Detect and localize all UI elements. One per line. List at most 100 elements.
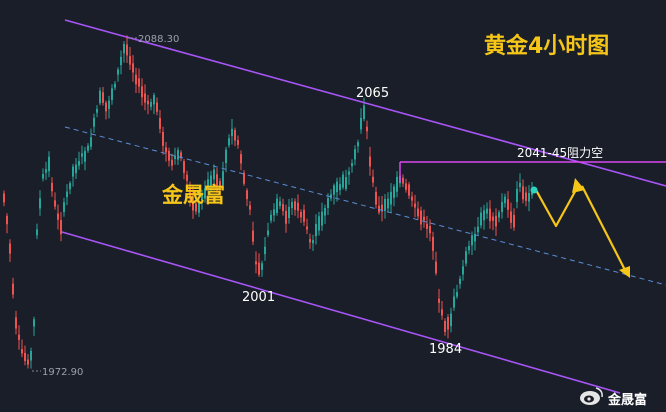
candle-body-79 <box>240 154 242 164</box>
candle-body-176 <box>531 191 533 196</box>
weibo-icon <box>580 387 603 405</box>
candle-body-77 <box>234 130 236 141</box>
candle-body-83 <box>252 230 254 242</box>
candle-body-55 <box>168 150 170 161</box>
candle-body-153 <box>462 266 464 275</box>
candle-body-7 <box>24 353 26 361</box>
footer-brand: 金晟富 <box>580 387 647 408</box>
candle-body-65 <box>198 201 200 213</box>
candle-body-119 <box>360 117 362 130</box>
candle-body-114 <box>345 177 347 190</box>
candle-body-5 <box>18 334 20 340</box>
candle-body-45 <box>138 78 140 87</box>
candle-body-60 <box>183 161 185 173</box>
candle-body-35 <box>108 100 110 109</box>
candle-body-155 <box>468 245 470 251</box>
candle-body-88 <box>267 230 269 236</box>
candle-body-127 <box>384 198 386 211</box>
candle-body-149 <box>450 313 452 327</box>
chart-title: 黄金4小时图 <box>484 33 609 59</box>
resistance-zone-label: 2041-45阻力空 <box>517 146 603 160</box>
candle-body-97 <box>294 201 296 210</box>
candle-body-130 <box>393 186 395 198</box>
forecast-arrowhead-up <box>572 178 585 193</box>
low-price-label: 1972.90 <box>42 367 83 378</box>
candle-body-140 <box>423 216 425 221</box>
candle-body-146 <box>441 309 443 316</box>
candle-body-57 <box>174 155 176 159</box>
candle-body-166 <box>501 202 503 213</box>
candle-body-162 <box>489 208 491 222</box>
candle-body-116 <box>351 163 353 167</box>
candle-body-39 <box>120 56 122 66</box>
candle-body-167 <box>504 196 506 204</box>
candle-body-118 <box>357 142 359 147</box>
candle-body-76 <box>231 128 233 136</box>
candle-body-131 <box>396 176 398 192</box>
candle-body-99 <box>300 212 302 218</box>
watermark: 金晟富 <box>161 183 225 207</box>
candle-body-133 <box>402 177 404 184</box>
candle-body-129 <box>390 191 392 205</box>
candle-body-96 <box>291 202 293 208</box>
candle-body-105 <box>318 216 320 231</box>
candle-body-71 <box>216 174 218 187</box>
candle-body-62 <box>189 188 191 198</box>
candle-body-91 <box>276 198 278 213</box>
candle-body-154 <box>465 251 467 264</box>
candle-body-100 <box>303 209 305 222</box>
forecast-path-1 <box>535 187 578 228</box>
candle-body-92 <box>279 201 281 207</box>
candle-body-12 <box>39 198 41 209</box>
candle-body-30 <box>93 117 95 127</box>
candle-body-54 <box>165 147 167 153</box>
candle-body-21 <box>66 191 68 198</box>
forecast-arrows <box>535 185 627 273</box>
candle-body-36 <box>111 88 113 100</box>
candle-body-150 <box>453 296 455 308</box>
candle-body-103 <box>312 240 314 244</box>
candle-body-22 <box>69 183 71 190</box>
candle-body-46 <box>141 86 143 98</box>
candle-body-142 <box>429 226 431 234</box>
candle-body-3 <box>12 283 14 295</box>
candle-body-151 <box>456 292 458 297</box>
candle-body-29 <box>90 137 92 147</box>
candle-body-158 <box>477 226 479 233</box>
candle-body-74 <box>225 149 227 163</box>
candle-body-63 <box>192 196 194 211</box>
candle-body-59 <box>180 152 182 159</box>
candle-body-172 <box>519 182 521 188</box>
current-price-dot <box>530 186 538 194</box>
candle-body-120 <box>363 105 365 119</box>
candle-body-145 <box>438 298 440 303</box>
candle-body-148 <box>447 317 449 330</box>
candle-body-171 <box>516 188 518 202</box>
candle-body-159 <box>480 212 482 226</box>
level-2065-label: 2065 <box>356 86 389 101</box>
candle-body-64 <box>195 203 197 212</box>
candle-body-4 <box>15 317 17 329</box>
candle-body-38 <box>117 69 119 75</box>
candle-body-126 <box>381 204 383 212</box>
candle-body-163 <box>492 216 494 221</box>
candle-body-143 <box>432 236 434 251</box>
candle-body-156 <box>471 235 473 246</box>
candle-body-68 <box>207 179 209 190</box>
candle-body-161 <box>486 208 488 214</box>
candle-body-31 <box>96 108 98 113</box>
level-1984-label: 1984 <box>429 342 462 357</box>
candle-body-165 <box>498 212 500 218</box>
candle-body-75 <box>228 138 230 146</box>
candle-body-152 <box>459 278 461 285</box>
candle-body-169 <box>510 211 512 223</box>
candle-body-136 <box>411 196 413 201</box>
candle-body-82 <box>249 205 251 210</box>
candle-body-48 <box>147 100 149 105</box>
channel-lower-line <box>61 231 621 394</box>
candle-body-8 <box>27 359 29 365</box>
level-2001-label: 2001 <box>242 290 275 305</box>
